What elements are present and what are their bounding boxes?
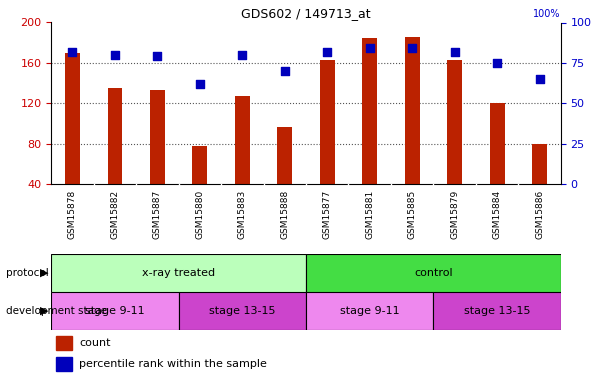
Text: stage 9-11: stage 9-11 (85, 306, 145, 316)
Text: x-ray treated: x-ray treated (142, 268, 215, 278)
Point (450, 49, 459, 55)
Text: GSM15885: GSM15885 (408, 190, 417, 239)
Bar (405, 37, 420, 184)
Bar (490, 103, 505, 184)
Bar (56, 357, 72, 371)
Text: control: control (414, 268, 453, 278)
Bar (306, 254, 561, 292)
Bar (532, 144, 547, 184)
Text: protocol: protocol (6, 268, 49, 278)
Bar (51, 254, 306, 292)
Bar (65, 53, 80, 184)
Point (365, 45, 374, 51)
Text: GSM15880: GSM15880 (195, 190, 204, 239)
Bar (192, 146, 207, 184)
Point (195, 81, 204, 87)
Text: GSM15878: GSM15878 (68, 190, 77, 239)
Text: GSM15881: GSM15881 (365, 190, 374, 239)
Point (323, 49, 332, 55)
Bar (320, 60, 335, 184)
Title: GDS602 / 149713_at: GDS602 / 149713_at (241, 7, 371, 20)
Text: ▶: ▶ (40, 268, 48, 278)
Point (110, 52, 120, 58)
Point (535, 76, 545, 82)
Text: GSM15882: GSM15882 (110, 190, 119, 239)
Text: GSM15884: GSM15884 (493, 190, 502, 239)
Bar (235, 96, 250, 184)
Bar (447, 60, 462, 184)
Text: GSM15887: GSM15887 (153, 190, 162, 239)
Point (153, 53, 162, 59)
Text: GSM15879: GSM15879 (450, 190, 459, 239)
Text: stage 13-15: stage 13-15 (209, 306, 276, 316)
Bar (277, 128, 292, 184)
Bar (362, 38, 377, 184)
Text: GSM15883: GSM15883 (238, 190, 247, 239)
Bar (178, 292, 306, 330)
Bar (107, 88, 122, 184)
Text: GSM15886: GSM15886 (535, 190, 544, 239)
Text: stage 9-11: stage 9-11 (340, 306, 400, 316)
Text: count: count (79, 338, 111, 348)
Bar (434, 292, 561, 330)
Point (238, 52, 247, 58)
Bar (51, 292, 178, 330)
Text: development stage: development stage (6, 306, 107, 316)
Point (280, 68, 289, 74)
Text: GSM15877: GSM15877 (323, 190, 332, 239)
Text: 100%: 100% (533, 9, 561, 19)
Text: ▶: ▶ (40, 306, 48, 316)
Text: percentile rank within the sample: percentile rank within the sample (79, 359, 267, 369)
Point (492, 60, 502, 66)
Text: GSM15888: GSM15888 (280, 190, 289, 239)
Bar (56, 336, 72, 350)
Point (68, 49, 77, 55)
Bar (306, 292, 434, 330)
Bar (150, 90, 165, 184)
Point (408, 45, 417, 51)
Text: stage 13-15: stage 13-15 (464, 306, 531, 316)
